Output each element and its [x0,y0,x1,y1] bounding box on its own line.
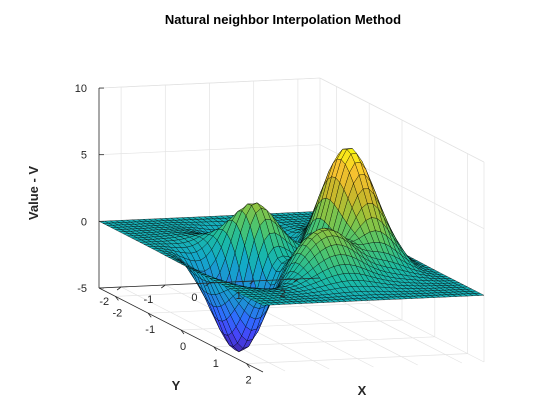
surface-patch [258,302,270,306]
z-axis-label: Value - V [26,166,41,221]
y-tick-label: 1 [236,290,242,302]
x-tick-mark [213,346,218,352]
box-edge [319,77,485,163]
x-tick-label: 2 [246,375,252,387]
z-tick-label: 10 [75,83,87,95]
y-tick-label: 2 [280,288,286,300]
z-tick-label: 5 [81,150,87,162]
z-tick-label: -5 [77,283,87,295]
y-tick-mark [293,278,299,283]
x-tick-mark [115,296,119,301]
y-tick-label: 0 [191,292,197,304]
x-axis-label: X [358,383,367,398]
floor-grid-y [120,286,286,372]
x-tick-label: 1 [213,358,219,370]
x-tick-mark [246,363,250,368]
y-tick-mark [116,286,122,291]
box-edge [98,77,321,89]
chart-title: Natural neighbor Interpolation Method [165,12,401,27]
surface-layer [98,148,485,353]
x-tick-label: -1 [145,324,155,336]
wall2-grid-z [98,144,321,156]
y-axis-label: Y [172,378,181,393]
z-tick-label: 0 [81,216,87,228]
x-tick-label: 0 [180,341,186,353]
y-tick-mark [161,284,166,289]
x-tick-mark [147,312,152,318]
y-tick-label: -2 [99,296,109,308]
axis-layer: -5 0 5 10 -2 -1 0 1 2 -2 -1 0 1 2 [75,83,321,387]
y-tick-mark [205,282,210,287]
x-tick-label: -2 [113,307,123,319]
y-tick-mark [249,280,254,285]
y-tick-label: -1 [144,294,154,306]
x-tick-mark [180,329,185,335]
